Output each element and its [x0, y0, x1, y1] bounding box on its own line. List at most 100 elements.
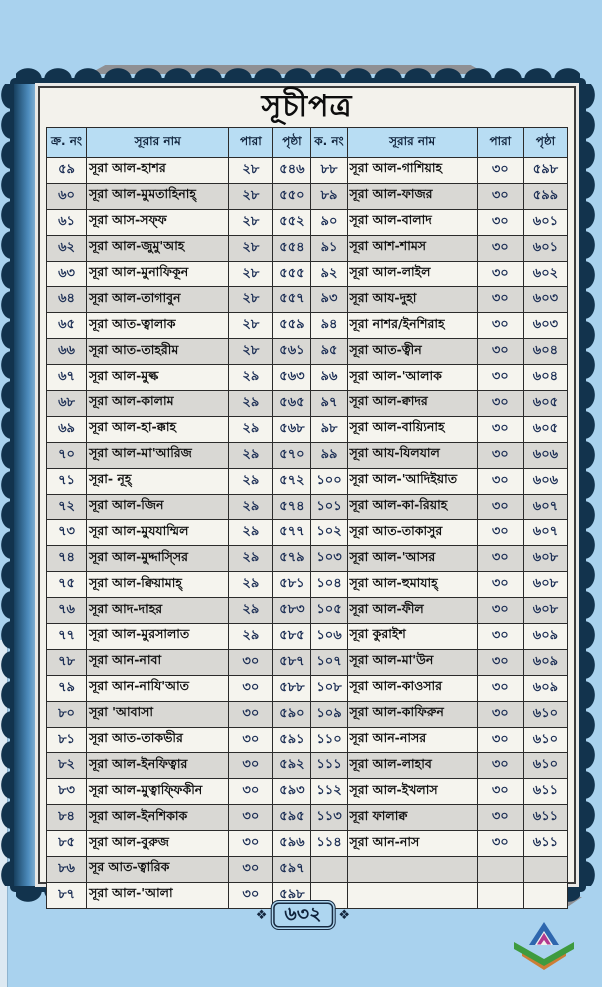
right-surah-name-cell: সূরা আন-নাস [346, 830, 478, 858]
table-row: ৭১ সূরা- নূহ্ ২৯ ৫৭২ ১০০ সূরা আল-'আদিইয়… [45, 467, 569, 495]
right-serial-cell: ১১২ [310, 778, 348, 806]
right-serial-cell: ৯৮ [310, 415, 348, 443]
left-para-cell: ৩০ [228, 881, 274, 909]
toc-table-body: ৫৯ সূরা আল-হাশর ২৮ ৫৪৬ ৮৮ সূরা আল-গাশিয়… [45, 157, 569, 909]
left-serial-cell: ৭৩ [45, 519, 88, 547]
right-para-cell: ৩০ [476, 726, 524, 754]
right-para-cell: ৩০ [476, 286, 524, 314]
ornate-border-frame: সূচীপত্র ক্র. নং সূরার নাম পারা পৃষ্ঠা ক… [1, 65, 595, 909]
right-serial-cell: ১১৩ [310, 804, 348, 832]
right-page-cell: ৬০৬ [522, 441, 569, 469]
table-row: ৭৫ সূরা আল-ক্বিয়ামাহ্ ২৯ ৫৮১ ১০৪ সূরা আ… [45, 571, 569, 599]
right-para-cell: ৩০ [476, 752, 524, 780]
right-page-cell: ৬১১ [522, 804, 569, 832]
left-para-cell: ২৯ [228, 493, 274, 521]
right-surah-name-cell: সূরা ফালাক্ব [346, 804, 478, 832]
left-surah-name-cell: সূরা আন-নাযি'আত [86, 674, 230, 702]
page-number-badge: ❖ ৬৩২ ❖ [256, 900, 350, 930]
left-serial-cell: ৮৫ [45, 830, 88, 858]
right-page-cell: ৫৯৮ [522, 157, 569, 184]
left-serial-cell: ৭৭ [45, 623, 88, 650]
left-serial-cell: ৭৬ [45, 597, 88, 625]
left-serial-cell: ৮০ [45, 700, 88, 728]
left-serial-cell: ৭৪ [45, 545, 88, 573]
right-para-cell: ৩০ [476, 545, 524, 573]
table-row: ৮১ সূরা আত-তাকভীর ৩০ ৫৯১ ১১০ সূরা আন-নাস… [45, 726, 569, 754]
toc-header-row: ক্র. নং সূরার নাম পারা পৃষ্ঠা ক. নং সূরা… [45, 127, 569, 158]
table-row: ৮২ সূরা আল-ইনফিত্বার ৩০ ৫৯২ ১১১ সূরা আল-… [45, 752, 569, 780]
table-row: ৭৬ সূরা আদ-দাহর ২৯ ৫৮৩ ১০৫ সূরা আল-ফীল ৩… [45, 597, 569, 625]
right-surah-name-cell: সূরা আল-হুমাযাহ্ [346, 571, 478, 599]
right-serial-cell: ১০০ [310, 467, 348, 495]
left-para-cell: ২৯ [228, 467, 274, 495]
table-row: ৭৮ সূরা আন-নাবা ৩০ ৫৮৭ ১০৭ সূরা আল-মা'উন… [45, 648, 569, 676]
right-page-cell: ৬০৯ [522, 648, 569, 676]
right-serial-cell: ৯৩ [310, 286, 348, 314]
table-row: ৭৭ সূরা আল-মুরসালাত ২৯ ৫৮৫ ১০৬ সূরা কুরা… [45, 623, 569, 650]
left-serial-cell: ৭১ [45, 467, 88, 495]
table-row: ৬৯ সূরা আল-হা-ক্কাহ ২৯ ৫৬৮ ৯৮ সূরা আল-বা… [45, 415, 569, 443]
left-serial-cell: ৬৪ [45, 286, 88, 314]
left-para-cell: ২৯ [228, 364, 274, 392]
left-serial-cell: ৭৫ [45, 571, 88, 599]
table-row: ৬৫ সূরা আত-ত্বালাক ২৮ ৫৫৯ ৯৪ সূরা নাশর/ই… [45, 312, 569, 340]
header-serial-right: ক. নং [310, 127, 348, 158]
left-surah-name-cell: সূরা আল-জিন [86, 493, 230, 521]
right-para-cell: ৩০ [476, 674, 524, 702]
right-serial-cell: ১১৪ [310, 830, 348, 858]
right-serial-cell: ১০৩ [310, 545, 348, 573]
right-para-cell: ৩০ [476, 493, 524, 521]
right-page-cell: ৬১১ [522, 778, 569, 806]
table-row: ৬৮ সূরা আল-কালাম ২৯ ৫৬৫ ৯৭ সূরা আল-ক্বাদ… [45, 390, 569, 417]
left-serial-cell: ৮৭ [45, 881, 88, 909]
left-serial-cell: ৬৬ [45, 338, 88, 366]
table-row: ৮০ সূরা 'আবাসা ৩০ ৫৯০ ১০৯ সূরা আল-কাফিরু… [45, 700, 569, 728]
left-page-cell: ৫৭৪ [272, 493, 312, 521]
table-row: ৮৬ সূর আত-ত্বারিক ৩০ ৫৯৭ [45, 856, 569, 883]
right-surah-name-cell: সূরা আয-দুহা [346, 286, 478, 314]
left-page-cell: ৫৪৬ [272, 157, 312, 184]
right-serial-cell: ১০১ [310, 493, 348, 521]
left-para-cell: ৩০ [228, 804, 274, 832]
left-page-cell: ৫৫৪ [272, 234, 312, 262]
table-row: ৬২ সূরা আল-জুমু'আহ ২৮ ৫৫৪ ৯১ সূরা আশ-শাম… [45, 234, 569, 262]
right-para-cell: ৩০ [476, 157, 524, 184]
left-surah-name-cell: সূরা আল-কালাম [86, 390, 230, 417]
frame-scallop-top [16, 68, 580, 79]
left-para-cell: ৩০ [228, 778, 274, 806]
left-surah-name-cell: সূরা আল-হাশর [86, 157, 230, 184]
left-page-cell: ৫৭৭ [272, 519, 312, 547]
right-serial-cell: ৯৫ [310, 338, 348, 366]
right-para-cell: ৩০ [476, 390, 524, 417]
right-page-cell: ৬১০ [522, 752, 569, 780]
left-para-cell: ২৮ [228, 312, 274, 340]
left-surah-name-cell: সূরা আত-তাকভীর [86, 726, 230, 754]
right-page-cell [522, 881, 569, 909]
left-serial-cell: ৫৯ [45, 157, 88, 184]
table-row: ৫৯ সূরা আল-হাশর ২৮ ৫৪৬ ৮৮ সূরা আল-গাশিয়… [45, 157, 569, 184]
right-serial-cell: ১০৫ [310, 597, 348, 625]
right-surah-name-cell: সূরা আল-ক্বাদর [346, 390, 478, 417]
right-para-cell: ৩০ [476, 830, 524, 858]
left-page-cell: ৫৯১ [272, 726, 312, 754]
left-para-cell: ২৮ [228, 234, 274, 262]
left-para-cell: ২৯ [228, 415, 274, 443]
right-page-cell: ৬১০ [522, 700, 569, 728]
left-para-cell: ২৯ [228, 571, 274, 599]
left-page-cell: ৫৮১ [272, 571, 312, 599]
left-page-cell: ৫৮৫ [272, 623, 312, 650]
left-surah-name-cell: সূরা আস-সফ্ফ [86, 208, 230, 236]
left-serial-cell: ৭৯ [45, 674, 88, 702]
right-surah-name-cell [346, 881, 478, 909]
left-surah-name-cell: সূরা আল-মুল্ক [86, 364, 230, 392]
left-surah-name-cell: সূর আত-ত্বারিক [86, 856, 230, 883]
left-surah-name-cell: সূরা আল-মুদ্দাস্সির [86, 545, 230, 573]
left-para-cell: ২৮ [228, 182, 274, 210]
right-surah-name-cell: সূরা আল-ফীল [346, 597, 478, 625]
left-surah-name-cell: সূরা আল-তাগাবুন [86, 286, 230, 314]
left-serial-cell: ৮১ [45, 726, 88, 754]
table-row: ৮৭ সূরা আল-'আলা ৩০ ৫৯৮ [45, 881, 569, 909]
left-page-cell: ৫৬৮ [272, 415, 312, 443]
right-para-cell: ৩০ [476, 571, 524, 599]
right-serial-cell: ৯০ [310, 208, 348, 236]
